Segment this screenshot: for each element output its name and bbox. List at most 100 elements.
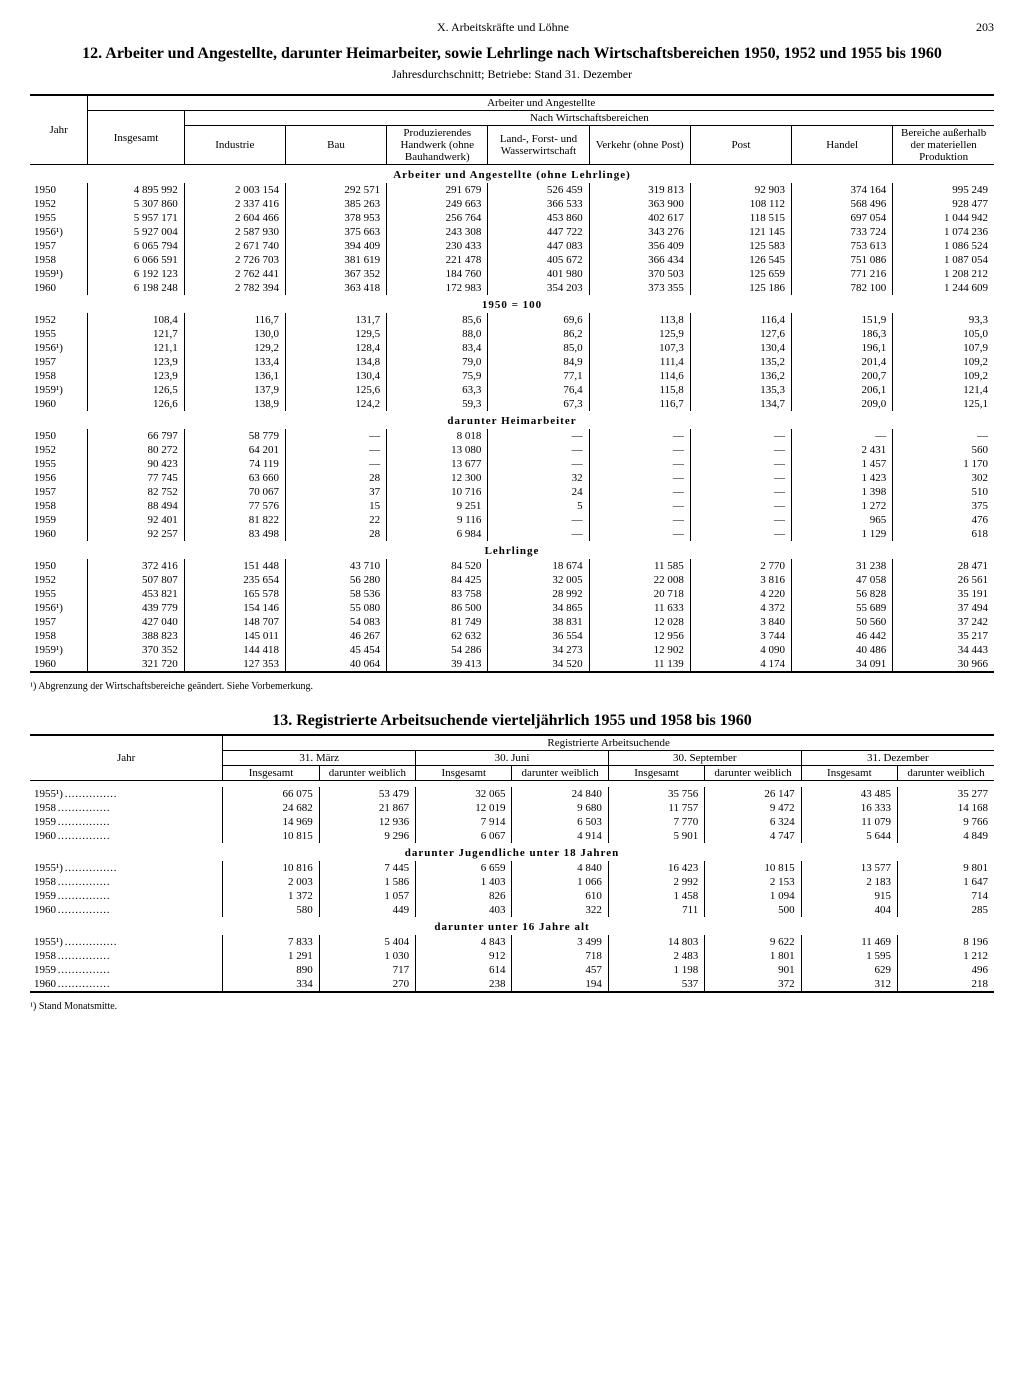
data-cell: 24: [488, 485, 589, 499]
data-cell: 136,1: [184, 369, 285, 383]
data-cell: 55 689: [792, 601, 893, 615]
data-cell: 1 595: [801, 949, 897, 963]
data-cell: 28: [285, 527, 386, 541]
data-cell: 5 404: [319, 935, 415, 949]
data-cell: 1 086 524: [893, 239, 994, 253]
data-cell: 11 139: [589, 657, 690, 672]
data-cell: 372: [705, 977, 801, 992]
data-cell: 124,2: [285, 397, 386, 411]
data-cell: 126,6: [88, 397, 184, 411]
data-cell: 9 116: [387, 513, 488, 527]
data-cell: 12 300: [387, 471, 488, 485]
year-cell: 1959¹): [30, 383, 88, 397]
data-cell: 2 992: [608, 875, 704, 889]
data-cell: 10 815: [705, 861, 801, 875]
data-cell: 90 423: [88, 457, 184, 471]
data-cell: 108,4: [88, 313, 184, 327]
col-produzhw: Produzierendes Handwerk (ohne Bauhandwer…: [387, 126, 488, 165]
data-cell: 34 091: [792, 657, 893, 672]
data-cell: 16 423: [608, 861, 704, 875]
data-cell: 388 823: [88, 629, 184, 643]
table13: Jahr Registrierte Arbeitsuchende 31. Mär…: [30, 734, 994, 993]
year-cell: 1957: [30, 485, 88, 499]
data-cell: 32 065: [416, 787, 512, 801]
data-cell: 1 198: [608, 963, 704, 977]
year-cell: 1952: [30, 573, 88, 587]
data-cell: 21 867: [319, 801, 415, 815]
data-cell: 74 119: [184, 457, 285, 471]
data-cell: 172 983: [387, 281, 488, 295]
data-cell: 1 074 236: [893, 225, 994, 239]
col-landforst: Land-, Forst- und Wasserwirtschaft: [488, 126, 589, 165]
data-cell: 84 425: [387, 573, 488, 587]
data-cell: 136,2: [690, 369, 791, 383]
data-cell: 200,7: [792, 369, 893, 383]
year-cell: 1959¹): [30, 267, 88, 281]
data-cell: 3 744: [690, 629, 791, 643]
data-cell: 6 065 794: [88, 239, 184, 253]
data-cell: 9 296: [319, 829, 415, 843]
data-cell: 126 545: [690, 253, 791, 267]
data-cell: 447 083: [488, 239, 589, 253]
col-arbang: Arbeiter und Angestellte: [88, 95, 994, 111]
data-cell: —: [285, 457, 386, 471]
data-cell: 6 659: [416, 861, 512, 875]
data-cell: 63 660: [184, 471, 285, 485]
data-cell: 6 192 123: [88, 267, 184, 281]
data-cell: 24 682: [223, 801, 319, 815]
data-cell: 439 779: [88, 601, 184, 615]
data-cell: 37: [285, 485, 386, 499]
data-cell: 1 129: [792, 527, 893, 541]
col13-w4: darunter weiblich: [898, 766, 994, 781]
year-cell: 1960: [30, 397, 88, 411]
data-cell: 10 816: [223, 861, 319, 875]
data-cell: 121,1: [88, 341, 184, 355]
data-cell: 12 936: [319, 815, 415, 829]
data-cell: 537: [608, 977, 704, 992]
data-cell: 84 520: [387, 559, 488, 573]
data-cell: 32 005: [488, 573, 589, 587]
data-cell: 26 561: [893, 573, 994, 587]
data-cell: 43 485: [801, 787, 897, 801]
col13-ins4: Insgesamt: [801, 766, 897, 781]
data-cell: 66 797: [88, 429, 184, 443]
data-cell: 50 560: [792, 615, 893, 629]
data-cell: 453 821: [88, 587, 184, 601]
col-industrie: Industrie: [184, 126, 285, 165]
col-bereiche: Bereiche außerhalb der materiellen Produ…: [893, 126, 994, 165]
data-cell: 14 969: [223, 815, 319, 829]
data-cell: 1 208 212: [893, 267, 994, 281]
data-cell: 4 090: [690, 643, 791, 657]
data-cell: —: [589, 471, 690, 485]
data-cell: 32: [488, 471, 589, 485]
data-cell: 733 724: [792, 225, 893, 239]
data-cell: 404: [801, 903, 897, 917]
data-cell: 201,4: [792, 355, 893, 369]
data-cell: 109,2: [893, 369, 994, 383]
data-cell: —: [690, 527, 791, 541]
data-cell: 385 263: [285, 197, 386, 211]
data-cell: 7 833: [223, 935, 319, 949]
data-cell: 610: [512, 889, 608, 903]
data-cell: 18 674: [488, 559, 589, 573]
data-cell: —: [690, 471, 791, 485]
data-cell: 11 633: [589, 601, 690, 615]
data-cell: 35 277: [898, 787, 994, 801]
data-cell: 109,2: [893, 355, 994, 369]
data-cell: 135,2: [690, 355, 791, 369]
data-cell: 46 442: [792, 629, 893, 643]
col13-w3: darunter weiblich: [705, 766, 801, 781]
data-cell: 22: [285, 513, 386, 527]
year-cell: 1955¹): [30, 787, 223, 801]
data-cell: 40 486: [792, 643, 893, 657]
data-cell: 1 212: [898, 949, 994, 963]
data-cell: 75,9: [387, 369, 488, 383]
data-cell: 77,1: [488, 369, 589, 383]
col-post: Post: [690, 126, 791, 165]
data-cell: —: [285, 443, 386, 457]
year-cell: 1958: [30, 875, 223, 889]
data-cell: 28: [285, 471, 386, 485]
data-cell: 121,4: [893, 383, 994, 397]
data-cell: 235 654: [184, 573, 285, 587]
data-cell: 697 054: [792, 211, 893, 225]
